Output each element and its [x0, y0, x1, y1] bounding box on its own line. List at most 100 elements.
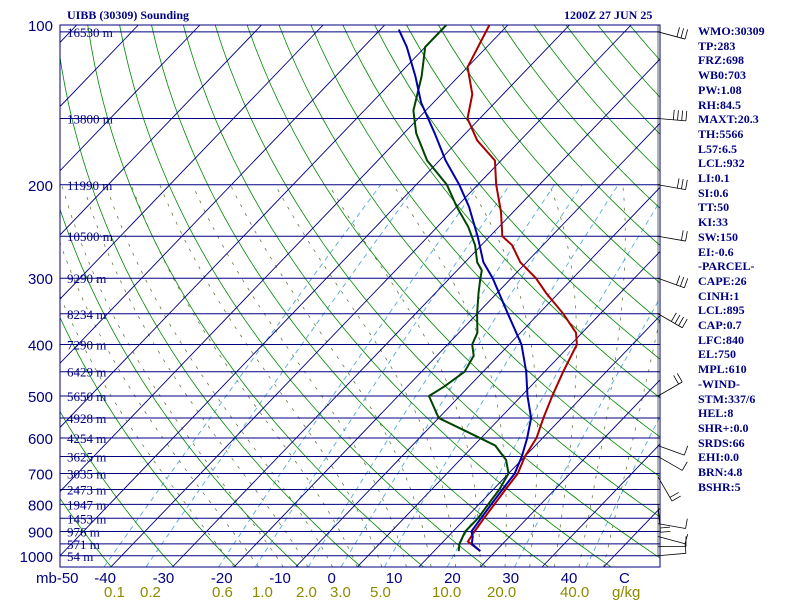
sounding-index: CAPE:26: [698, 273, 747, 288]
sounding-index: EL:750: [698, 347, 737, 362]
height-label: 10500 m: [67, 229, 113, 244]
dry-adiabat-line: [87, 25, 424, 567]
wind-barb: [657, 275, 689, 289]
sounding-index: EHI:0.0: [698, 450, 740, 465]
sounding-index: -PARCEL-: [698, 259, 755, 274]
mixing-ratio-label: 0.2: [140, 584, 161, 600]
dry-adiabat-line: [278, 25, 660, 478]
pressure-label: 800: [28, 497, 53, 514]
sounding-index: WB0:703: [698, 68, 746, 83]
station-title: UIBB (30309) Sounding: [67, 8, 190, 22]
height-label: 571 m: [67, 537, 100, 552]
dry-adiabat-line: [60, 54, 362, 567]
moist-adiabat-line: [60, 294, 235, 567]
moist-adiabat-line: [468, 184, 539, 567]
dry-adiabat-line: [310, 25, 660, 438]
wind-barb: [657, 312, 688, 329]
mixing-ratio-line: [446, 200, 660, 567]
isotherm-line: [60, 25, 201, 172]
sounding-index: TH:5566: [698, 126, 744, 141]
dry-adiabat-line: [182, 25, 612, 567]
isotherm-line: [60, 25, 447, 429]
height-label: 976 m: [67, 524, 100, 539]
wind-barb: [657, 27, 689, 40]
mixing-ratio-label: 2.0: [296, 584, 317, 600]
dry-adiabat-line: [60, 497, 112, 567]
height-label: 4928 m: [67, 411, 106, 426]
moist-adiabat-line: [192, 184, 407, 567]
sounding-index: TT:50: [698, 200, 730, 215]
temperature-tick-label: -30: [153, 570, 175, 587]
sounding-index: KI:33: [698, 215, 728, 230]
dry-adiabat-line: [342, 25, 660, 399]
sounding-index: RH:84.5: [698, 97, 741, 112]
temperature-tick-label: C: [619, 570, 630, 587]
parcel-line: [397, 29, 533, 552]
mixing-ratio-line: [340, 184, 583, 567]
height-label: 54 m: [67, 549, 93, 564]
temperature-tick-label: 20: [444, 570, 461, 587]
mixing-ratio-lines: [103, 184, 660, 567]
height-label: 13800 m: [67, 111, 113, 126]
sounding-index: WMO:30309: [698, 24, 765, 38]
moist-adiabat-line: [603, 316, 660, 567]
temperature-tick-label: -10: [269, 570, 291, 587]
sounding-index: -WIND-: [698, 376, 740, 391]
mixing-ratio-label: 0.1: [104, 584, 125, 600]
wind-barb: [657, 518, 688, 529]
height-label: 11990 m: [67, 178, 112, 193]
height-label: 1947 m: [67, 497, 106, 512]
moist-adiabat-line: [61, 184, 284, 567]
pressure-label: 600: [28, 431, 53, 448]
isotherm-line: [233, 122, 660, 567]
height-label: 9290 m: [67, 271, 106, 286]
height-label: 8234 m: [67, 307, 106, 322]
height-label: 5650 m: [67, 389, 106, 404]
dewpoint-line: [412, 25, 510, 552]
mixing-ratio-label: 5.0: [370, 584, 391, 600]
dry-adiabat-line: [60, 208, 299, 567]
dry-adiabat-line: [60, 316, 237, 567]
wind-barb: [657, 504, 671, 533]
pressure-label: 500: [28, 389, 53, 406]
mixing-ratio-line: [585, 415, 660, 567]
wind-barb: [657, 456, 688, 471]
sounding-index: SRDS:66: [698, 435, 745, 450]
mixing-ratio-line: [218, 184, 480, 567]
sounding-index: MAXT:20.3: [698, 112, 759, 127]
dry-adiabat-line: [119, 25, 487, 567]
wind-barb: [657, 476, 681, 502]
sounding-index: MPL:610: [698, 362, 747, 377]
moist-adiabat-line: [230, 184, 432, 567]
wind-barb: [657, 109, 688, 122]
moist-adiabat-line: [274, 184, 457, 567]
sounding-time: 1200Z 27 JUN 25: [564, 8, 653, 22]
dry-adiabat-line: [438, 25, 660, 284]
wind-barb: [657, 373, 683, 397]
sounding-index: LI:0.1: [698, 171, 730, 186]
isotherm-line: [60, 25, 386, 364]
sounding-index: CINH:1: [698, 288, 740, 303]
axis-labels: 16530 m 13800 m 11990 m 10500 m 9290 m 8234 m…: [20, 18, 641, 600]
moist-adiabat-line: [328, 184, 481, 567]
sounding-index: SW:150: [698, 229, 739, 244]
height-label: 6429 m: [67, 365, 106, 380]
height-label: 2473 m: [67, 482, 106, 497]
height-label: 16530 m: [67, 25, 113, 40]
temperature-tick-label: 0: [328, 570, 336, 587]
pressure-label: 300: [28, 271, 53, 288]
pressure-label: 1000: [20, 549, 53, 566]
mixing-ratio-label: 10.0: [432, 584, 461, 600]
sounding-index: BSHR:5: [698, 479, 741, 494]
dry-adiabat-line: [406, 25, 660, 322]
pressure-label: 400: [28, 338, 53, 355]
height-label: 4254 m: [67, 431, 106, 446]
temperature-tick-label: -40: [94, 570, 116, 587]
height-label: 1453 m: [67, 511, 106, 526]
sounding-index: SHR+:0.0: [698, 420, 749, 435]
isotherm-line: [541, 443, 660, 567]
pressure-label: 200: [28, 178, 53, 195]
isobars: [59, 24, 661, 568]
moist-adiabat-line: [105, 184, 333, 567]
